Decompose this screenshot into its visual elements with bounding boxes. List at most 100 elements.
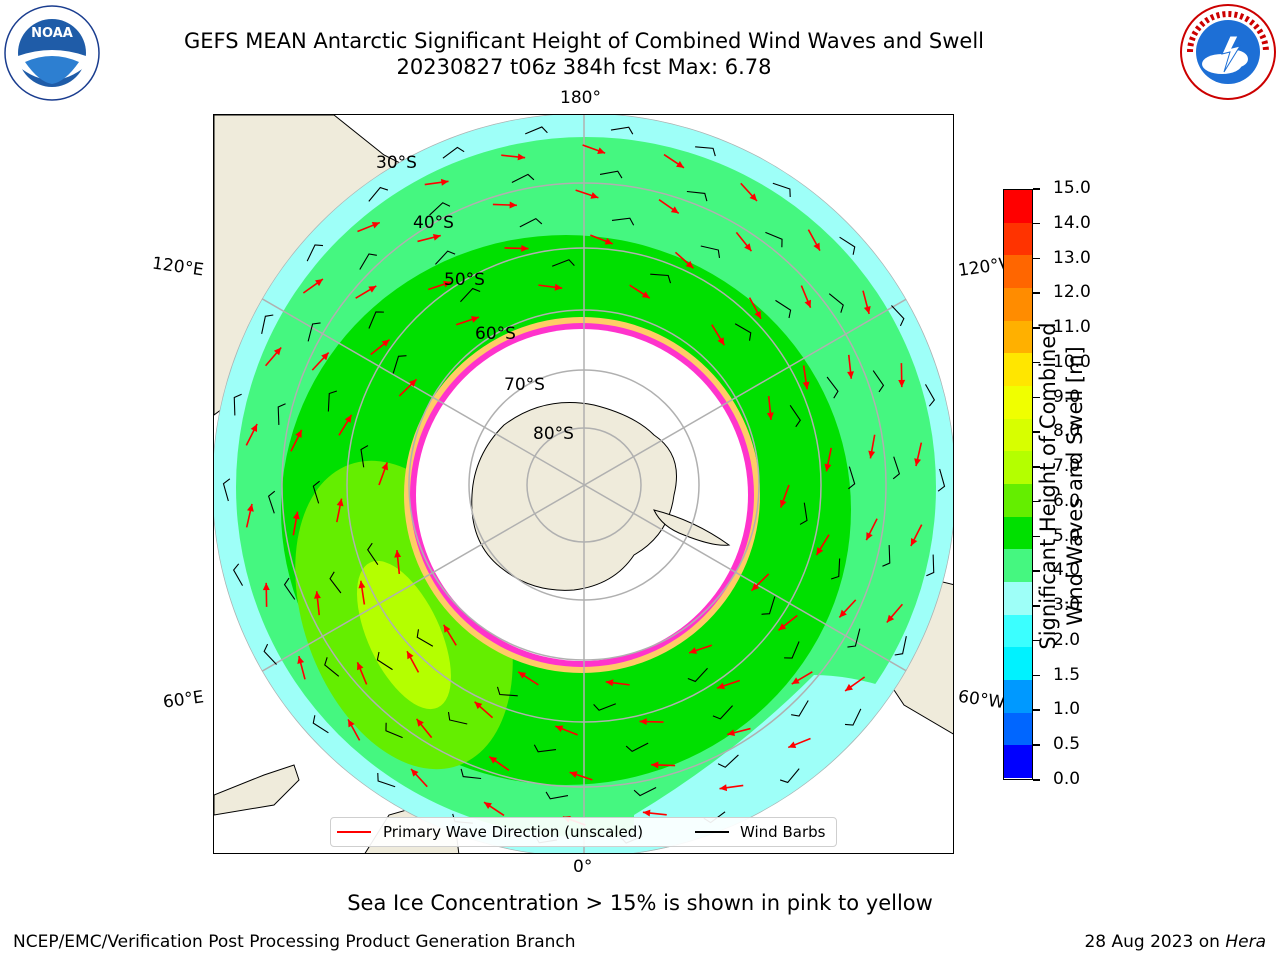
wind-barb: [625, 742, 649, 753]
wave-arrow-head: [605, 679, 614, 687]
wind-barb: [306, 244, 324, 262]
wave-arrow-head: [604, 238, 613, 245]
wind-barb: [924, 384, 936, 407]
wind-barb: [772, 182, 791, 198]
lon-label-60e: 60°E: [161, 687, 206, 713]
wave-arrow-head: [471, 316, 479, 323]
wave-arrow-head: [685, 260, 694, 269]
wind-barb: [233, 393, 242, 416]
wave-arrow-head: [348, 719, 355, 728]
wind-barb: [891, 305, 905, 327]
wave-arrow-head: [344, 414, 352, 423]
svg-text:NOAA: NOAA: [31, 26, 73, 41]
colorbar-tick-label: 8.0: [1053, 421, 1081, 442]
colorbar-tick-label: 15.0: [1053, 178, 1091, 198]
wave-arrow-head: [642, 809, 651, 817]
wave-arrow-head: [778, 623, 787, 631]
wind-barb: [687, 667, 708, 683]
wave-arrow-head: [381, 339, 390, 347]
wind-barb: [848, 466, 856, 490]
wave-arrow-head: [886, 614, 895, 623]
colorbar-tick-mark: [1033, 744, 1040, 746]
wind-barb: [496, 686, 518, 697]
colorbar-segment: [1004, 581, 1032, 615]
colorbar-title-line1: Significant Height of Combined: [1036, 322, 1060, 650]
wave-arrow-head: [804, 299, 812, 308]
lat-label-80s: 80°S: [533, 424, 574, 444]
wind-barb: [650, 273, 672, 284]
wind-barb: [734, 323, 752, 341]
wind-barb: [765, 231, 783, 248]
wave-arrow-head: [407, 651, 414, 660]
wind-barb: [392, 355, 407, 374]
colorbar-tick-label: 4.0: [1053, 560, 1081, 581]
colorbar-tick-mark: [1033, 570, 1040, 572]
wave-arrow-head: [670, 206, 679, 214]
wind-barb: [460, 287, 481, 303]
wave-arrow-head: [788, 741, 797, 749]
wind-barb: [307, 322, 321, 342]
wave-arrow-head: [394, 550, 402, 558]
wind-barb: [329, 571, 342, 594]
wave-arrow-head: [371, 221, 380, 229]
wave-arrow-head: [866, 532, 873, 541]
wind-barb: [926, 554, 935, 577]
wind-barb: [894, 635, 907, 656]
wind-barb: [416, 629, 434, 647]
colorbar-segment: [1004, 483, 1032, 517]
colorbar-tick-label: 2.0: [1053, 629, 1081, 650]
wave-arrow-head: [914, 458, 921, 467]
wind-barb: [533, 744, 557, 753]
wind-barb: [717, 754, 739, 768]
polar-map: [213, 114, 954, 854]
wind-barb: [359, 253, 377, 270]
map-subtitle: 20230827 t06z 384h fcst Max: 6.78: [396, 55, 772, 79]
colorbar-tick-label: 0.5: [1053, 734, 1081, 755]
wind-barb: [232, 563, 244, 586]
colorbar-title-line2: Wind Waves and Swell [m]: [1063, 346, 1087, 626]
wind-barb: [551, 259, 575, 267]
wind-barb: [442, 146, 465, 159]
colorbar-tick-label: 5.0: [1053, 525, 1081, 546]
colorbar-tick-mark: [1033, 431, 1040, 433]
wave-arrow-head: [749, 193, 757, 201]
colorbar: [1003, 189, 1033, 780]
wave-arrow-head: [432, 233, 441, 241]
wave-arrow-head: [262, 582, 270, 591]
lat-label-70s: 70°S: [504, 375, 545, 395]
colorbar-segment: [1004, 255, 1032, 288]
wind-barb: [872, 370, 885, 393]
colorbar-tick-mark: [1033, 257, 1040, 260]
wind-barb: [799, 502, 808, 525]
colorbar-tick-mark: [1033, 709, 1040, 711]
wind-barb: [789, 405, 801, 428]
branch-credit: NCEP/EMC/Verification Post Processing Pr…: [13, 932, 576, 952]
wave-arrow-head: [802, 381, 810, 390]
wave-arrow-head: [518, 671, 527, 679]
colorbar-segment: [1004, 745, 1032, 778]
colorbar-tick-mark: [1033, 327, 1040, 329]
colorbar-tick-mark: [1033, 396, 1040, 399]
wind-barb: [377, 772, 396, 788]
wave-arrow-head: [408, 379, 417, 387]
wind-barb: [712, 705, 733, 720]
wave-arrow-head: [816, 547, 824, 556]
wind-barb: [791, 700, 809, 717]
wave-arrow-head: [521, 244, 529, 252]
wind-barb: [460, 768, 482, 780]
wave-arrow-head: [839, 609, 847, 618]
wind-barb: [775, 299, 792, 319]
wave-arrow-head: [847, 371, 855, 379]
colorbar-tick-mark: [1033, 361, 1040, 364]
wave-arrow-head: [717, 682, 725, 690]
wind-barb: [277, 403, 286, 425]
wind-barb: [368, 186, 389, 202]
colorbar-tick-mark: [1033, 292, 1040, 294]
wind-legend-label: Wind Barbs: [740, 823, 826, 841]
wind-barb: [435, 250, 456, 265]
colorbar-tick-mark: [1033, 188, 1040, 190]
colorbar-segment: [1004, 451, 1032, 484]
wind-barb: [830, 558, 841, 580]
nws-logo: [1178, 2, 1278, 106]
lon-label-60w: 60°W: [956, 686, 1007, 714]
